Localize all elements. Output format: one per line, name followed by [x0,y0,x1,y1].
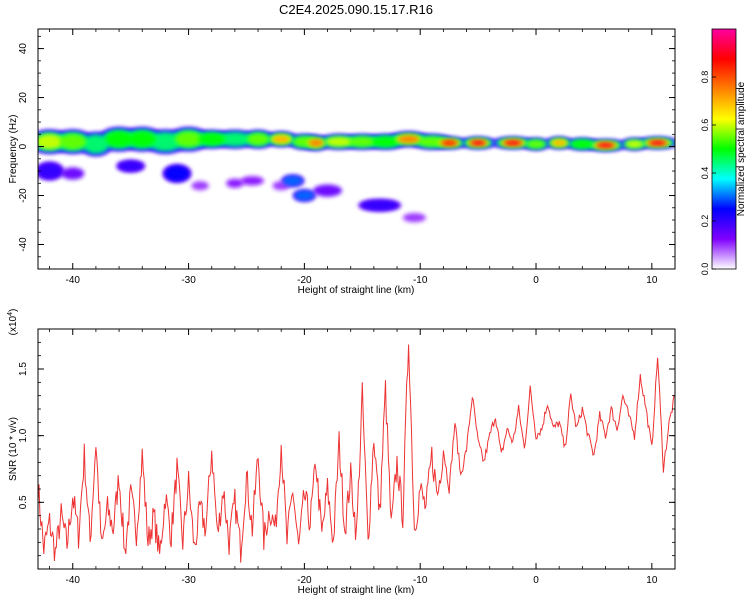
heatmap-cell [164,165,190,182]
colorbar: 0.0 0.2 0.4 0.6 0.8 Normalized spectral ampl… [700,28,747,276]
x-tick-label: -40 [66,275,81,286]
y-tick-label: 40 [18,43,29,55]
heatmap-cell [527,140,545,148]
heatmap-cell [240,176,264,186]
y-tick-label: -20 [18,188,29,203]
heatmap-cell [649,140,666,146]
heatmap-cell [218,132,252,146]
heatmap-cell [471,140,485,146]
spectrogram-frame [37,28,676,270]
heatmap-cell [308,139,324,147]
x-tick-label: 10 [646,575,658,586]
heatmap-cell [175,131,203,147]
snr-series-line [38,344,675,563]
snr-x-ticks: -40 -30 -20 -10 0 10 [49,329,676,586]
x-tick-label: -20 [297,275,312,286]
heatmap-cell [625,140,644,148]
colorbar-ticks: 0.0 0.2 0.4 0.6 0.8 [700,71,716,276]
spectrogram-heatmap [38,29,675,269]
x-tick-label: -30 [181,575,196,586]
heatmap-cell [597,143,614,148]
figure-title: C2E4.2025.090.15.17.R16 [279,2,433,17]
colorbar-tick-label: 0.6 [700,119,710,132]
heatmap-cell [105,131,133,147]
heatmap-cell [360,200,399,211]
x-tick-label: -10 [413,275,428,286]
heatmap-cell [247,133,269,145]
y-tick-label: -40 [18,237,29,252]
heatmap-cell [282,175,303,187]
heatmap-cell [61,167,85,180]
x-tick-label: -30 [181,275,196,286]
x-tick-label: -40 [66,575,81,586]
snr-panel: -40 -30 -20 -10 0 10 0.5 1.0 1.5 Height of stra… [7,309,676,596]
snr-y-ticks: 0.5 1.0 1.5 [18,328,675,570]
heatmap-cell [83,135,109,154]
colorbar-label: Normalized spectral amplitude [736,81,747,216]
heatmap-cell [325,137,353,147]
colorbar-gradient [711,28,737,270]
heatmap-cell [313,184,342,197]
y-tick-label: 0 [18,143,29,149]
snr-y-multiplier: (x104) [7,309,19,336]
y-tick-label: 1.5 [18,362,29,376]
heatmap-cell [191,181,209,191]
colorbar-tick-label: 0.8 [700,71,710,84]
colorbar-tick-label: 0.0 [700,263,710,276]
heatmap-cell [128,131,156,147]
spectrogram-y-ticks: -40 -20 0 20 40 [18,35,675,270]
heatmap-cell [398,135,420,143]
x-tick-label: 10 [646,275,658,286]
spectrogram-x-axis-label: Height of straight line (km) [298,285,415,296]
heatmap-cell [272,135,290,143]
spectrogram-y-axis-label: Frequency (Hz) [8,115,19,184]
heatmap-cell [59,134,87,150]
heatmap-cell [348,137,376,147]
colorbar-tick-label: 0.2 [700,215,710,228]
heatmap-cell [505,140,521,146]
x-tick-label: 0 [533,575,539,586]
heatmap-cell [198,133,226,145]
x-tick-label: -20 [297,575,312,586]
snr-y-multiplier-exponent: 4 [7,312,14,316]
heatmap-cell [226,178,244,188]
y-tick-label: 0.5 [18,495,29,509]
y-tick-label: 1.0 [18,428,29,442]
heatmap-cell [442,140,457,146]
y-tick-label: 20 [18,92,29,104]
x-tick-label: -10 [413,575,428,586]
heatmap-cell [118,160,144,172]
heatmap-cell [38,163,63,179]
heatmap-cell [38,134,63,150]
colorbar-tick-label: 0.4 [700,167,710,180]
x-tick-label: 0 [533,275,539,286]
heatmap-cell [571,140,593,148]
heatmap-cell [552,139,567,146]
snr-y-multiplier-base: (x10 [8,315,19,335]
spectrogram-x-ticks: -40 -30 -20 -10 0 10 [49,29,676,286]
heatmap-cell [294,190,315,201]
heatmap-cell [372,137,399,147]
snr-x-axis-label: Height of straight line (km) [298,585,415,596]
snr-y-axis-label: SNR (10 * v/v) [8,417,19,481]
heatmap-cell [402,213,426,223]
spectrogram-panel: -40 -30 -20 -10 0 10 -40 -20 0 20 40 Height of st… [8,28,676,296]
